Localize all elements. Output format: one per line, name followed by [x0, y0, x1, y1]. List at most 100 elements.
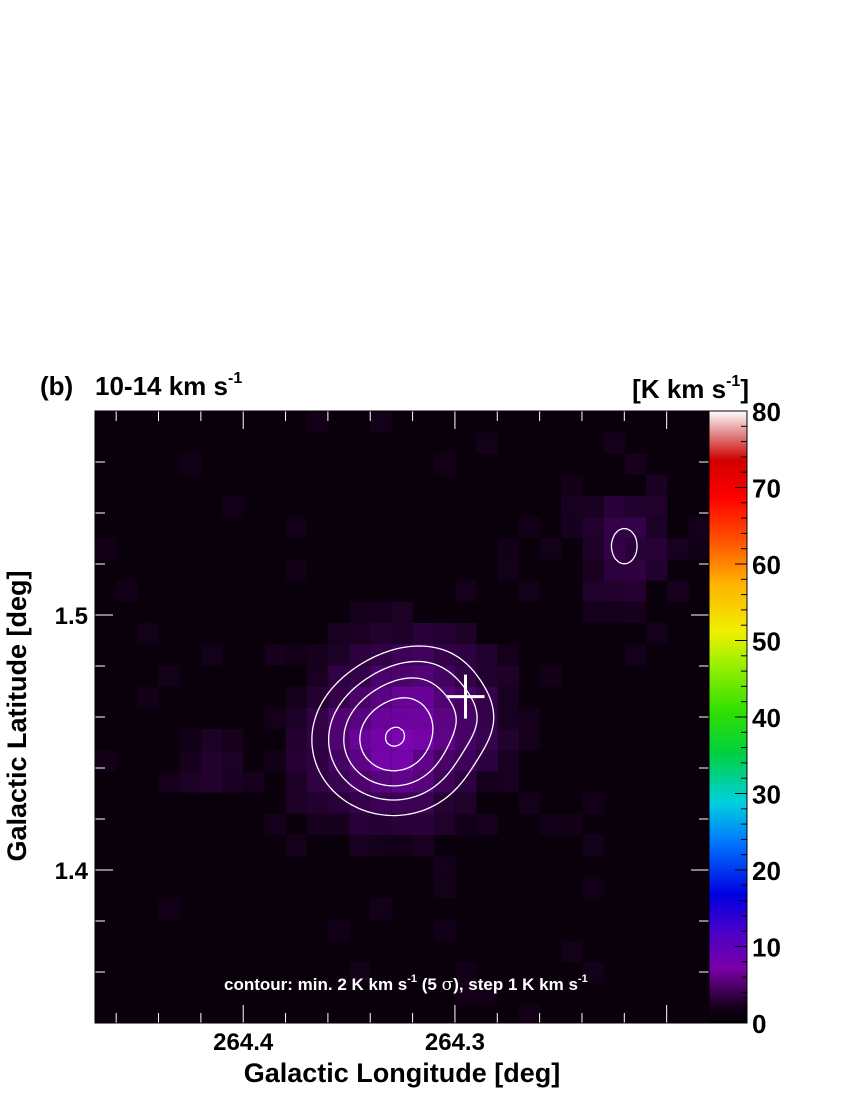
map-pixel [307, 644, 329, 666]
map-pixel [625, 517, 647, 539]
map-pixel [328, 771, 350, 793]
contour-note-sigma: σ [442, 975, 454, 995]
map-pixel [603, 432, 625, 454]
map-pixel [391, 750, 413, 772]
map-pixel [561, 941, 583, 963]
map-pixel [603, 495, 625, 517]
x-axis-label: Galactic Longitude [deg] [244, 1058, 561, 1088]
contour-note-part1: contour: min. 2 K km s [224, 975, 407, 994]
colorbar-tick-label: 70 [752, 474, 781, 504]
map-pixel [328, 729, 350, 751]
map-pixel [370, 707, 392, 729]
map-pixel [307, 411, 329, 433]
map-pixel [434, 453, 456, 475]
map-pixel [328, 644, 350, 666]
map-pixel [582, 580, 604, 602]
map-pixel [370, 898, 392, 920]
map-pixel [285, 835, 307, 857]
map-pixel [370, 644, 392, 666]
map-pixel [519, 729, 541, 751]
map-pixel [179, 729, 201, 751]
intensity-map [94, 410, 710, 1024]
map-pixel [370, 623, 392, 645]
map-pixel [667, 538, 689, 560]
map-pixel [349, 792, 371, 814]
map-pixel [391, 771, 413, 793]
map-pixel [434, 813, 456, 835]
map-pixel [391, 665, 413, 687]
map-pixel [328, 813, 350, 835]
map-pixel [434, 771, 456, 793]
map-pixel [667, 580, 689, 602]
map-pixel [370, 835, 392, 857]
map-pixel [349, 813, 371, 835]
map-pixel [391, 644, 413, 666]
map-pixel [540, 813, 562, 835]
map-pixel [307, 750, 329, 772]
map-pixel [561, 517, 583, 539]
y-axis-label: Galactic Latitude [deg] [2, 570, 32, 861]
map-pixel [285, 707, 307, 729]
map-pixel [285, 517, 307, 539]
map-pixel [497, 750, 519, 772]
map-pixel [413, 771, 435, 793]
map-pixel [158, 771, 180, 793]
map-pixel [625, 580, 647, 602]
map-pixel [328, 707, 350, 729]
map-pixel [137, 686, 159, 708]
x-tick-label: 264.4 [213, 1029, 274, 1056]
map-pixel [434, 919, 456, 941]
map-pixel [158, 665, 180, 687]
map-pixel [179, 750, 201, 772]
map-pixel [201, 644, 223, 666]
map-pixel [476, 983, 498, 1005]
map-pixel [285, 559, 307, 581]
map-pixel [646, 495, 668, 517]
chart-title-sup: -1 [228, 370, 242, 387]
map-pixel [391, 707, 413, 729]
map-pixel [561, 813, 583, 835]
map-pixel [370, 771, 392, 793]
map-pixel [328, 919, 350, 941]
map-pixel [646, 474, 668, 496]
map-pixel [582, 495, 604, 517]
colorbar-tick-label: 80 [752, 397, 781, 427]
map-pixel [646, 559, 668, 581]
map-pixel [349, 623, 371, 645]
map-pixel [391, 601, 413, 623]
map-pixel [455, 813, 477, 835]
map-pixel [201, 729, 223, 751]
map-pixel [349, 750, 371, 772]
map-pixel [646, 538, 668, 560]
map-pixel [625, 495, 647, 517]
map-pixel [497, 729, 519, 751]
map-pixel [476, 644, 498, 666]
colorbar-tick-label: 20 [752, 856, 781, 886]
map-pixel [370, 411, 392, 433]
map-pixel [455, 623, 477, 645]
map-pixel [519, 517, 541, 539]
map-pixel [264, 644, 286, 666]
colorbar-unit-text: [K km s [632, 374, 726, 404]
map-pixel [285, 686, 307, 708]
map-pixel [307, 686, 329, 708]
map-pixel [497, 686, 519, 708]
map-pixel [285, 792, 307, 814]
map-pixel [285, 771, 307, 793]
colorbar-unit-label: [K km s-1] [632, 373, 749, 404]
map-pixel [688, 538, 709, 560]
map-pixel [243, 771, 265, 793]
map-pixel [603, 601, 625, 623]
colorbar-unit-close: ] [740, 374, 749, 404]
map-pixel [349, 835, 371, 857]
map-pixel [646, 623, 668, 645]
map-pixel [519, 792, 541, 814]
map-pixel [413, 665, 435, 687]
map-pixel [434, 623, 456, 645]
map-pixel [688, 517, 709, 539]
map-pixel [222, 771, 244, 793]
map-pixel [222, 495, 244, 517]
map-pixel [413, 750, 435, 772]
chart-title-text: 10-14 km s [95, 371, 228, 401]
map-pixel [497, 771, 519, 793]
